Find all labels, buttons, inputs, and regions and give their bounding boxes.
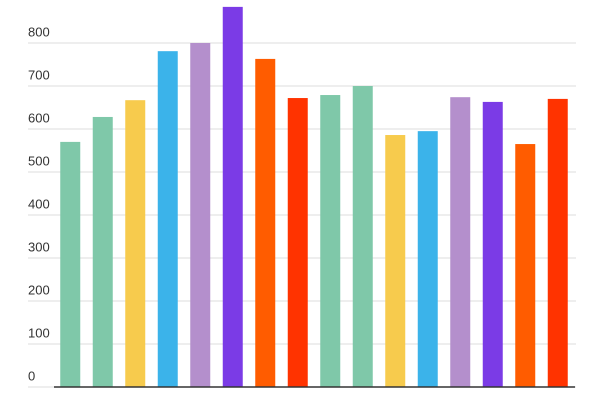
bar: [125, 100, 146, 387]
bar: [157, 51, 178, 388]
y-tick-label: 400: [28, 196, 50, 211]
bar: [320, 95, 341, 387]
bar: [515, 144, 536, 387]
bar: [352, 86, 373, 387]
bar: [482, 101, 503, 387]
y-tick-label: 0: [28, 368, 35, 383]
y-tick-label: 100: [28, 325, 50, 340]
bar: [547, 98, 568, 388]
y-tick-label: 700: [28, 67, 50, 82]
bar: [450, 97, 471, 388]
y-tick-label: 800: [28, 24, 50, 39]
bar: [222, 6, 243, 387]
bar: [417, 131, 438, 387]
bar: [60, 141, 81, 387]
y-tick-label: 500: [28, 153, 50, 168]
bar: [287, 98, 308, 387]
bar: [385, 135, 406, 387]
y-tick-label: 600: [28, 110, 50, 125]
y-tick-label: 300: [28, 239, 50, 254]
bar: [92, 116, 113, 388]
y-tick-label: 200: [28, 282, 50, 297]
bar: [190, 43, 211, 387]
bar: [255, 58, 276, 387]
